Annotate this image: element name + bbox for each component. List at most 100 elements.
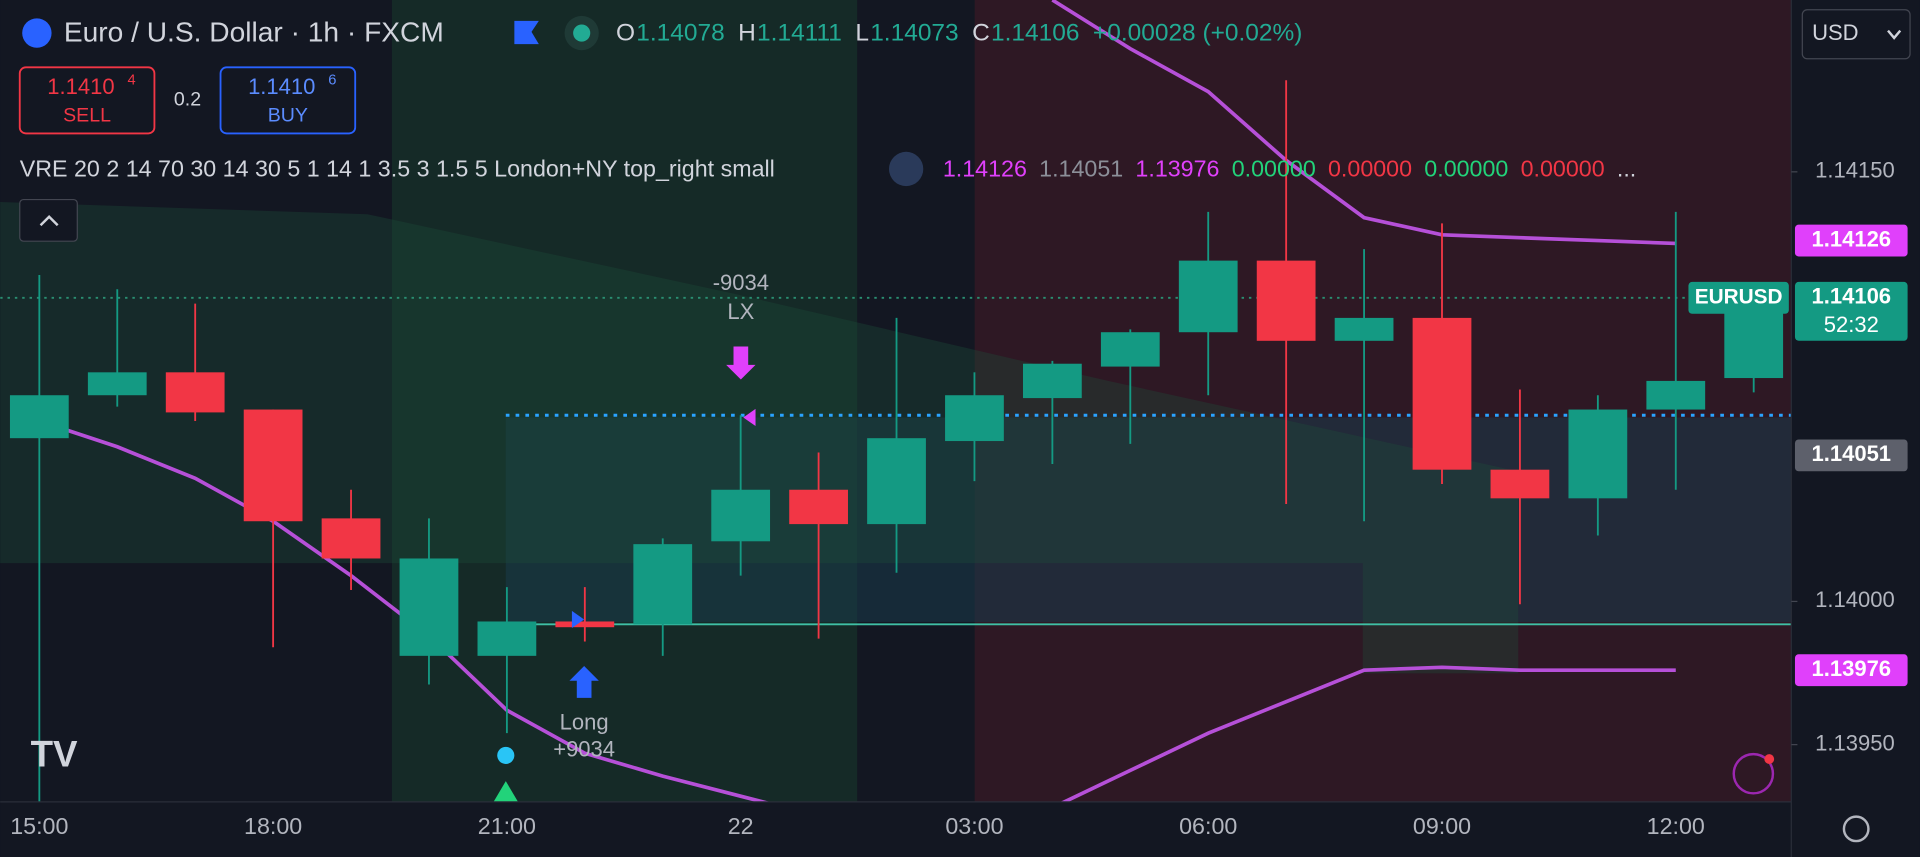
trade-annotation: +9034 — [553, 736, 615, 761]
candle-body — [1568, 409, 1628, 499]
candle-body — [1178, 260, 1238, 333]
x-tick-label: 21:00 — [478, 813, 536, 839]
x-tick-label: 15:00 — [10, 813, 68, 839]
candle-body — [1022, 363, 1082, 399]
candle-body — [477, 621, 537, 656]
indicator-value: 1.14051 — [1039, 155, 1123, 181]
x-tick-label: 06:00 — [1179, 813, 1237, 839]
entry-arrow — [569, 666, 599, 698]
price-label: 1.13976 — [1811, 656, 1891, 681]
collapse-icon — [39, 214, 59, 227]
session-zone — [391, 0, 858, 802]
price-label: 1.14126 — [1811, 226, 1891, 251]
ohlc-value: 1.14078 — [636, 20, 724, 47]
candle-body — [555, 621, 615, 628]
candle-body — [321, 518, 381, 559]
indicator-value: 0.00000 — [1328, 155, 1412, 181]
indicator-label: VRE 20 2 14 70 30 14 30 5 1 14 1 3.5 3 1… — [20, 155, 775, 181]
alert-icon[interactable] — [1732, 752, 1775, 795]
signal-triangle — [493, 781, 519, 802]
candle-body — [1646, 380, 1706, 410]
symbol-label: EURUSD — [1695, 285, 1783, 308]
symbol-title: Euro / U.S. Dollar · 1h · FXCM — [64, 17, 444, 48]
countdown: 52:32 — [1824, 312, 1879, 337]
x-tick-label: 12:00 — [1647, 813, 1705, 839]
ohlc-value: 1.14111 — [757, 20, 842, 47]
buy-pip: 6 — [328, 73, 336, 89]
price-label-box — [1794, 654, 1908, 687]
candle-body — [711, 489, 771, 542]
trade-annotation: -9034 — [713, 270, 769, 295]
buy-button[interactable] — [219, 66, 357, 135]
collapse-button[interactable] — [19, 198, 78, 242]
buy-price: 1.1410 — [248, 74, 315, 99]
logo: TV — [31, 733, 78, 774]
ohlc-key: H — [738, 20, 756, 47]
ohlc-key: L — [855, 20, 869, 47]
indicator-value: ... — [1617, 155, 1636, 181]
indicator-value: 0.00000 — [1424, 155, 1508, 181]
trade-annotation: Long — [560, 709, 609, 734]
indicator-value: 1.14126 — [943, 155, 1027, 181]
ui-overlay: Euro / U.S. Dollar · 1h · FXCM O 1.14078 H… — [18, 9, 1911, 843]
change: +0.00028 (+0.02%) — [1093, 20, 1303, 47]
x-tick-label: 03:00 — [945, 813, 1003, 839]
y-tick-label: 1.14150 — [1815, 158, 1895, 183]
candle-body — [789, 489, 848, 525]
currency-label[interactable]: USD — [1812, 20, 1858, 45]
band-line — [38, 419, 1676, 802]
indicator-value: 1.13976 — [1135, 155, 1219, 181]
candle-body — [633, 544, 693, 625]
indicator-icon[interactable] — [888, 151, 924, 187]
candle-body — [1412, 317, 1472, 470]
currency-select[interactable] — [1801, 9, 1911, 60]
ohlc-value: 1.14073 — [870, 20, 958, 47]
price-label-box — [1794, 281, 1908, 341]
candle-body — [165, 372, 225, 413]
candle-body — [87, 372, 147, 396]
symbol-box — [1688, 281, 1789, 314]
candle-body — [1100, 332, 1160, 367]
entry-marker — [571, 610, 585, 629]
x-tick-label: 18:00 — [244, 813, 302, 839]
candle-body — [399, 558, 459, 656]
x-tick-label: 22 — [728, 813, 754, 839]
price-label: 1.14106 — [1811, 284, 1891, 309]
dropdown-caret — [1887, 29, 1902, 40]
symbol-icon — [22, 18, 52, 48]
ohlc-key: O — [616, 20, 635, 47]
candle-body — [945, 395, 1004, 442]
sell-label: SELL — [63, 104, 111, 126]
candle-body — [867, 438, 926, 525]
candle-body — [1256, 260, 1316, 341]
ohlc-legend: O 1.14078 H 1.14111 L 1.14073 C 1.14106 +0.00028… — [616, 20, 1302, 47]
candle-body — [243, 409, 303, 522]
alert-dot — [1764, 754, 1775, 764]
flag-icon — [514, 20, 539, 45]
x-tick-label: 09:00 — [1413, 813, 1471, 839]
signal-dot — [497, 746, 515, 764]
candle-body — [1490, 469, 1550, 499]
ohlc-key: C — [972, 20, 990, 47]
settings-icon[interactable] — [1842, 815, 1870, 843]
status-dot — [573, 24, 591, 42]
sell-pip: 4 — [127, 73, 135, 89]
y-tick-label: 1.13950 — [1815, 730, 1895, 755]
indicator-value: 0.00000 — [1232, 155, 1316, 181]
price-label-box — [1794, 224, 1908, 257]
band-line — [1051, 0, 1676, 246]
axes: 1.14150 1.14000 1.13950 15:00 18:00 21:00 22 03… — [10, 158, 1908, 839]
plot-area: -9034 LX Long+9034 — [0, 0, 1792, 802]
indicator-value: 0.00000 — [1521, 155, 1605, 181]
y-tick-label: 1.14000 — [1815, 587, 1895, 612]
sell-button[interactable] — [18, 66, 156, 135]
ohlc-value: 1.14106 — [991, 20, 1079, 47]
indicator-values: 1.14126 1.14051 1.13976 0.00000 0.00000 0.000… — [943, 155, 1636, 181]
price-label: 1.14051 — [1811, 441, 1891, 466]
trade-annotation: LX — [727, 299, 754, 324]
sell-price: 1.1410 — [47, 74, 114, 99]
buy-label: BUY — [268, 104, 308, 126]
candle-body — [9, 395, 69, 439]
